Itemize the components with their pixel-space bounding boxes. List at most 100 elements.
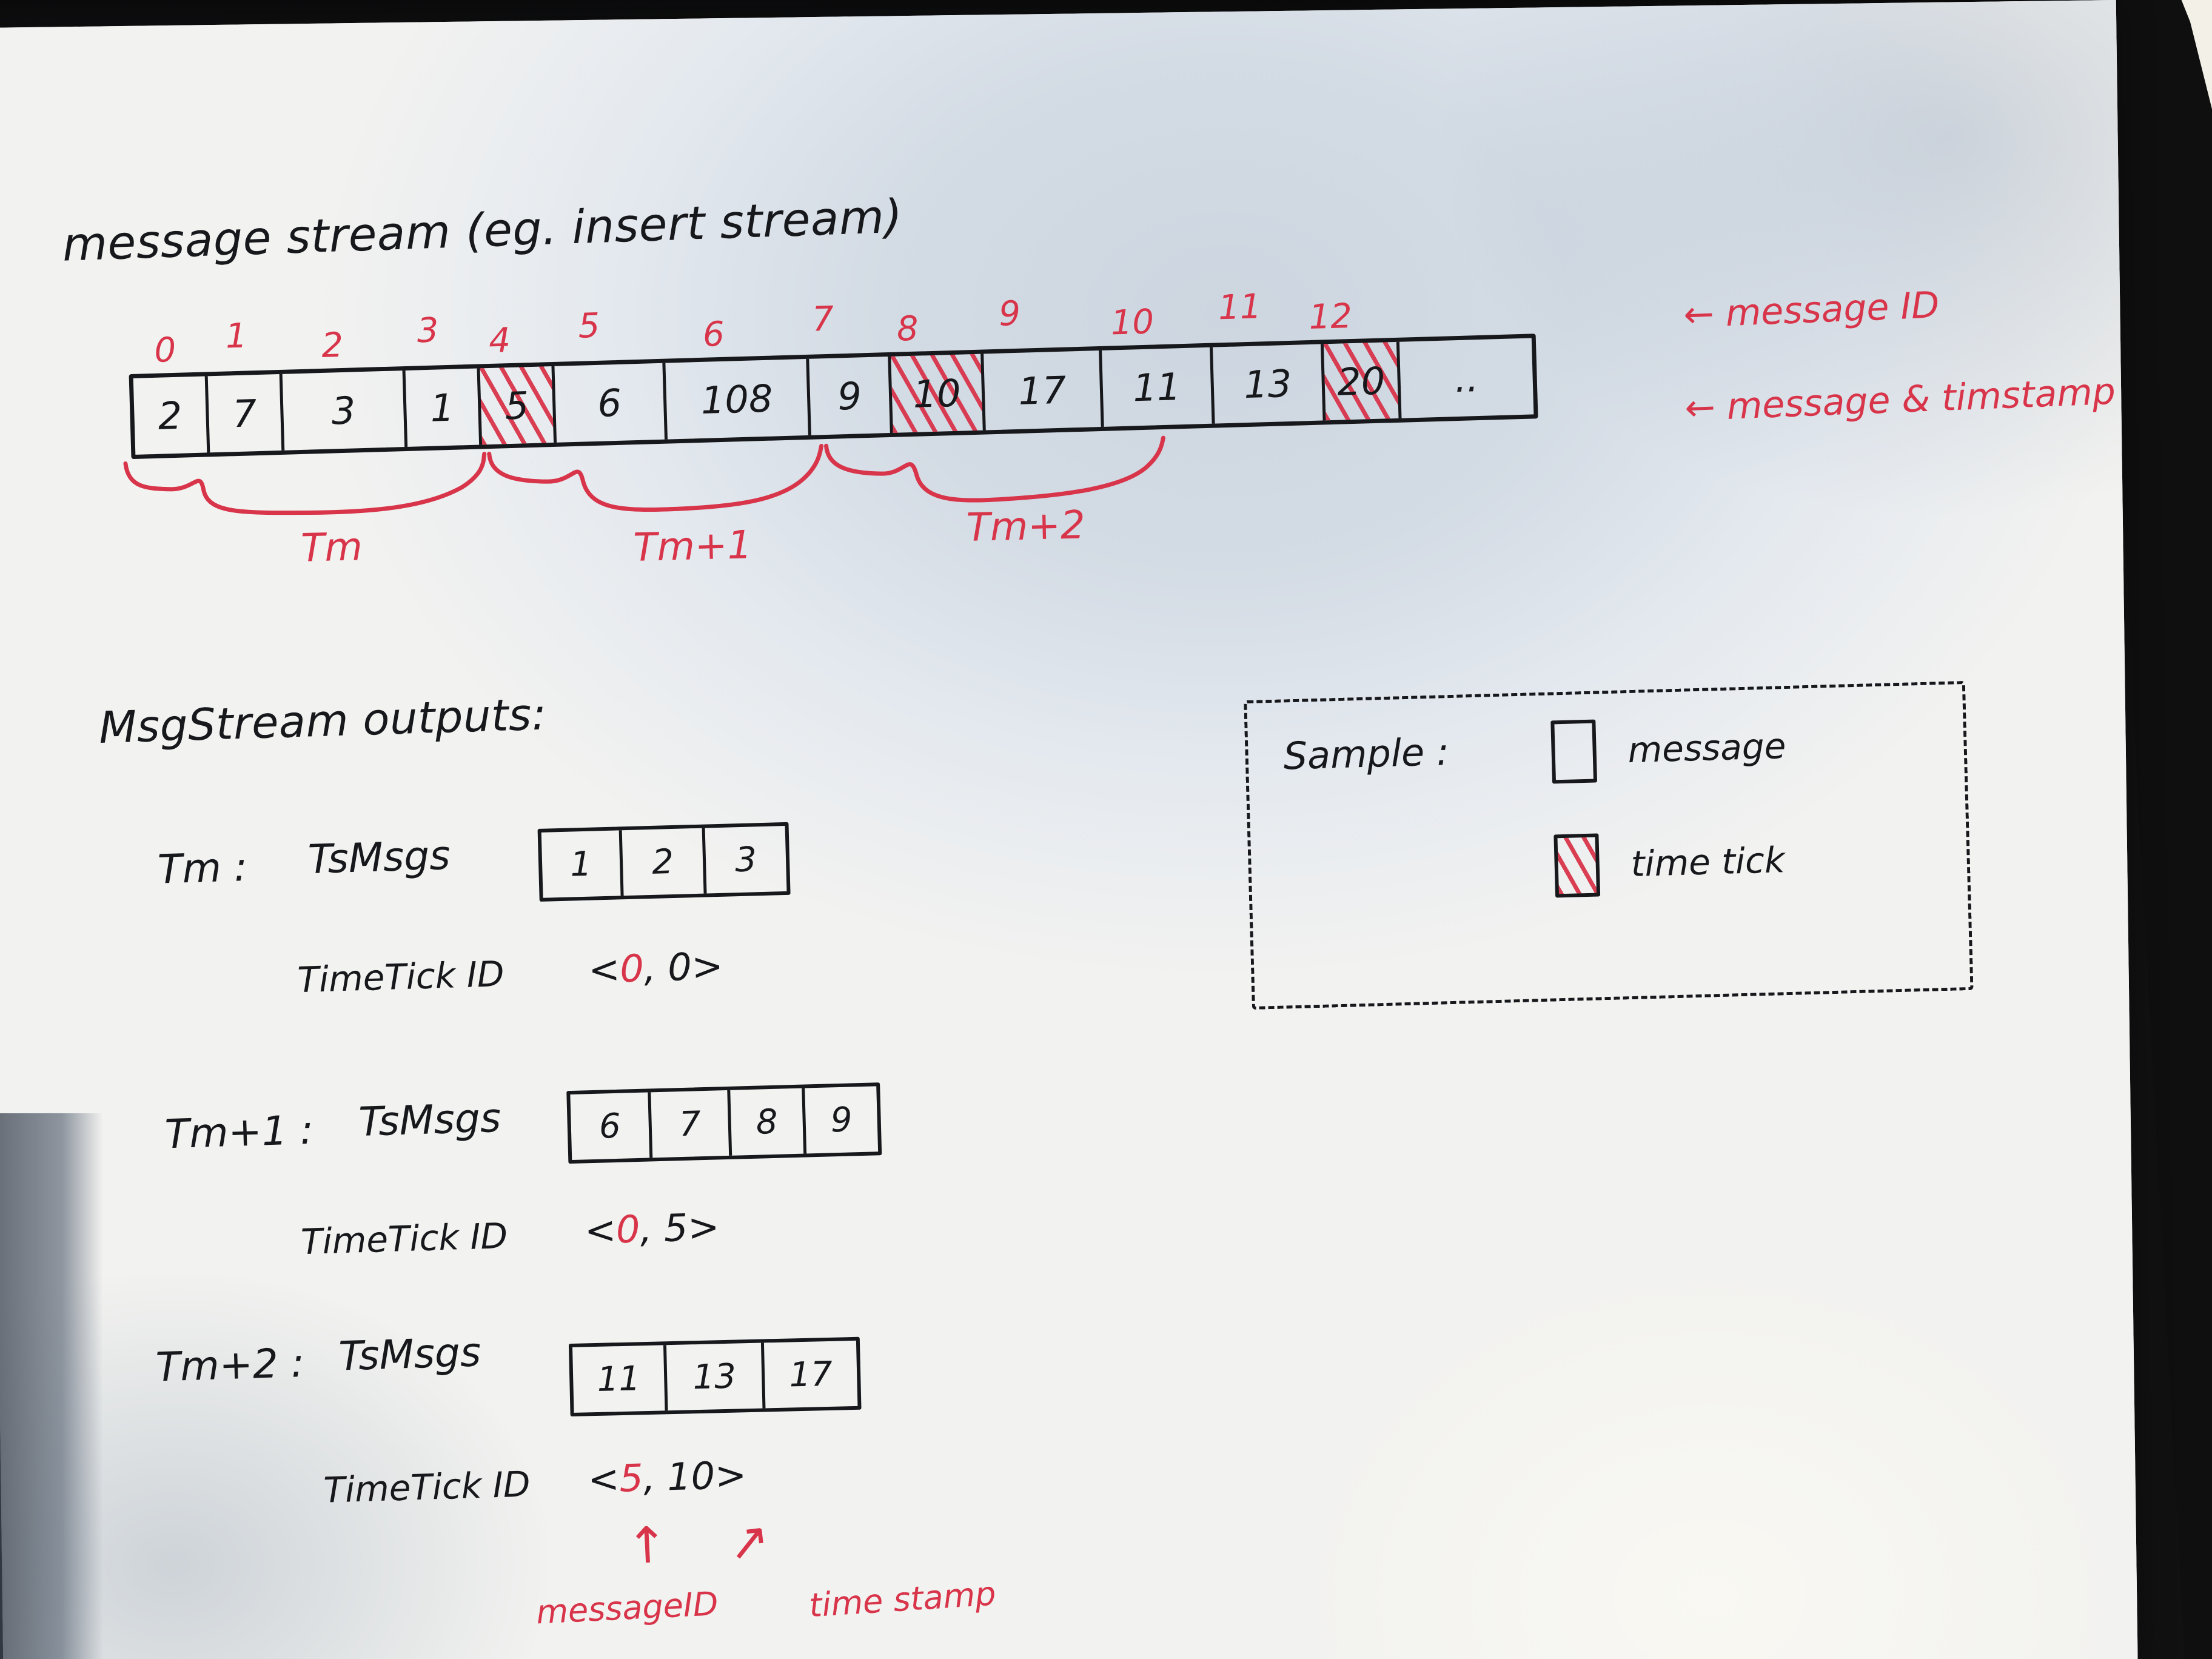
tt-open-2: < [587, 1456, 620, 1502]
tt-ts-0: 0 [667, 944, 692, 990]
tt-close-0: > [691, 943, 724, 989]
stream-cell-value-9: 17 [1017, 367, 1067, 414]
legend-item-timetick: time tick [1553, 828, 1786, 898]
tt-id-0: 0 [619, 946, 645, 991]
outputs-heading: MsgStream outputs: [98, 688, 548, 753]
stream-cell-value-4: 5 [504, 383, 530, 428]
output-cell-1-1: 7 [651, 1090, 732, 1158]
stream-index-7: 7 [811, 299, 834, 340]
stream-index-3: 3 [416, 310, 440, 351]
tt-ts-1: 5 [663, 1205, 689, 1251]
tt-comma-0: , [643, 945, 657, 991]
stream-index-10: 10 [1110, 302, 1155, 343]
legend-label-timetick: time tick [1630, 839, 1786, 885]
stream-cell-value-12: 20 [1336, 358, 1386, 404]
stream-index-8: 8 [896, 309, 919, 349]
stream-cell-8: 10 [891, 354, 986, 433]
output-cell-0-0: 1 [541, 830, 624, 898]
output-timetick-label-1: TimeTick ID [300, 1215, 509, 1263]
stream-cell-value-13: .. [1453, 355, 1480, 401]
tt-close-2: > [714, 1452, 748, 1498]
stream-index-2: 2 [321, 325, 344, 366]
stream-cell-value-6: 108 [700, 376, 774, 423]
braces-svg [123, 435, 1165, 515]
stream-index-1: 1 [224, 316, 248, 357]
output-cell-2-1: 13 [666, 1342, 766, 1411]
stream-index-9: 9 [998, 293, 1021, 334]
tt-ts-2: 10 [666, 1453, 716, 1500]
output-group-name-1: Tm+1 : [164, 1106, 315, 1158]
legend-item-message: message [1550, 714, 1787, 784]
output-timetick-label-2: TimeTick ID [323, 1463, 531, 1511]
tt-comma-1: , [639, 1206, 653, 1252]
stream-index-6: 6 [702, 314, 725, 355]
legend-label-message: message [1627, 725, 1787, 771]
callout-timestamp-caption: time stamp [808, 1574, 997, 1625]
stream-cell-12: 20 [1323, 341, 1402, 421]
stream-index-11: 11 [1218, 287, 1262, 328]
page-title: message stream (eg. insert stream) [61, 189, 903, 272]
stream-cell-value-2: 3 [330, 387, 357, 433]
tt-close-1: > [687, 1204, 720, 1250]
stream-index-4: 4 [488, 320, 511, 361]
output-cell-0-2: 3 [734, 839, 757, 880]
output-group-name-2: Tm+2 : [155, 1339, 306, 1391]
stream-cell-2: 3 [282, 370, 408, 451]
output-msgs-box-2: 11 13 17 [568, 1336, 862, 1417]
output-group-name-0: Tm : [157, 843, 249, 893]
callout-message-id-caption: messageID [535, 1584, 719, 1632]
output-cell-0-1: 2 [622, 828, 707, 896]
stream-cell-5: 6 [554, 363, 668, 443]
tt-id-1: 0 [615, 1207, 641, 1252]
stream-index-12: 12 [1308, 296, 1353, 338]
output-timetick-value-1: <0, 5> [584, 1204, 720, 1253]
annotation-message-timestamp: ← message & timstamp [1684, 370, 2117, 430]
stream-cell-value-0: 2 [157, 393, 183, 438]
output-msgs-label-2: TsMsgs [338, 1329, 482, 1380]
stream-cell-4: 5 [480, 366, 557, 445]
desk-shadow-left [0, 1113, 103, 1659]
output-msgs-label-0: TsMsgs [307, 831, 451, 883]
stream-cell-value-8: 10 [912, 370, 962, 417]
stream-cell-value-3: 1 [429, 385, 455, 431]
tt-id-2: 5 [618, 1455, 644, 1501]
stream-index-5: 5 [577, 306, 601, 346]
stream-cell-value-1: 7 [232, 390, 258, 436]
stream-cell-value-11: 13 [1243, 361, 1293, 407]
arrow-up-right-icon: ↗ [725, 1510, 773, 1574]
legend-title: Sample : [1282, 729, 1450, 779]
stream-cell-3: 1 [405, 368, 483, 447]
output-cell-1-2: 8 [730, 1088, 807, 1156]
stream-cell-9: 17 [984, 350, 1104, 431]
output-cell-1-3: 9 [830, 1099, 853, 1140]
message-swatch-icon [1550, 719, 1598, 784]
stream-cell-13: .. [1399, 338, 1534, 418]
stream-cell-value-5: 6 [597, 380, 622, 426]
tt-open-1: < [583, 1207, 617, 1253]
brace-label-tm: Tm [300, 525, 363, 571]
legend-box: Sample : message time tick [1244, 680, 1974, 1010]
annotation-message-id: ← message ID [1683, 284, 1940, 337]
output-cell-2-0: 11 [572, 1345, 668, 1413]
stream-cell-10: 11 [1102, 347, 1215, 427]
stream-group-braces: Tm Tm+1 Tm+2 [122, 421, 1700, 571]
tt-comma-2: , [642, 1455, 656, 1500]
output-cell-1-0: 6 [570, 1092, 653, 1160]
stream-cell-6: 108 [665, 358, 811, 440]
stream-cell-value-7: 9 [837, 373, 862, 418]
stream-cell-0: 2 [133, 376, 210, 455]
stream-cell-11: 13 [1213, 344, 1326, 424]
stream-cell-7: 9 [809, 356, 893, 435]
tt-open-0: < [588, 947, 621, 992]
brace-label-tm1: Tm+1 [632, 523, 753, 571]
stream-cell-value-10: 11 [1132, 364, 1182, 410]
brace-label-tm2: Tm+2 [965, 503, 1086, 551]
output-timetick-label-0: TimeTick ID [297, 953, 505, 1001]
timetick-swatch-icon [1553, 833, 1601, 898]
output-timetick-value-2: <5, 10> [587, 1452, 747, 1501]
output-timetick-value-0: <0, 0> [588, 943, 723, 992]
